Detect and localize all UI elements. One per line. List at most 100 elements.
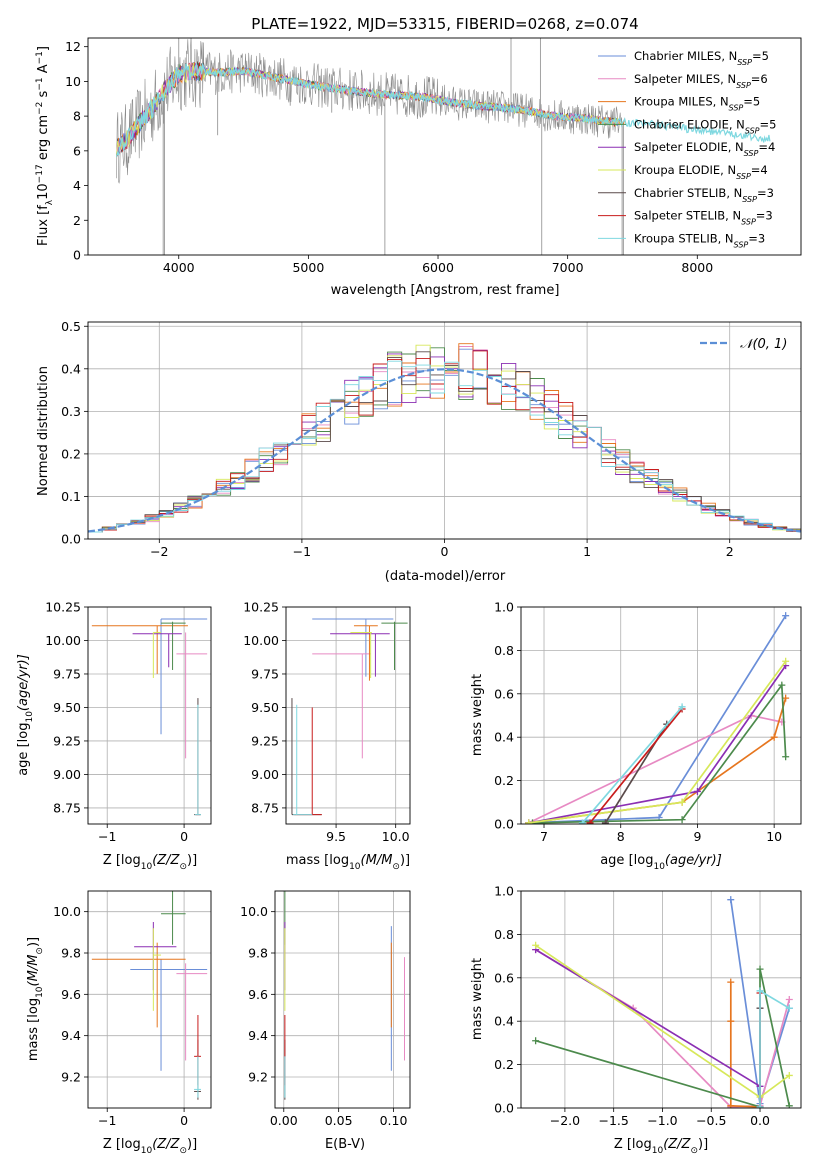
legend-entry-0: Chabrier MILES, NSSP=5	[634, 49, 769, 67]
mass-z-ytick-label: 9.4	[61, 1028, 81, 1043]
age-mass-xlabel-part: mass [log	[286, 853, 349, 868]
weight-z-ytick-label: 0.0	[494, 1101, 514, 1116]
mass-z-xlabel: Z [log10(Z/Z⊙)]	[103, 1137, 197, 1156]
histogram-8	[88, 360, 801, 533]
mass-z-ylabel: mass [log10(M/M⊙)]	[26, 937, 45, 1061]
spectrum-ylabel-part: λ	[45, 199, 55, 205]
weight-age-marker-4	[693, 787, 701, 795]
weight-z-marker-2	[727, 1017, 735, 1025]
weight-z-ylabel: mass weight	[470, 958, 485, 1040]
age-z-ytick-label: 10.25	[45, 600, 81, 615]
age-mass-ytick-label: 9.25	[251, 733, 279, 748]
weight-age-series-1	[528, 714, 782, 824]
weight-z-xlabel-part: )]	[698, 1137, 708, 1152]
weight-z-xtick-label: −1.0	[647, 1113, 677, 1128]
spectrum-ylabel-part: −1	[35, 77, 45, 90]
mass-z-ytick-label: 10.0	[53, 904, 81, 919]
residuals-ylabel: Normed distribution	[36, 366, 51, 496]
age-z-xtick-label: 0	[180, 829, 188, 844]
legend-entry-value: =3	[757, 186, 774, 200]
spectrum-ytick-label: 6	[73, 143, 81, 158]
mass-z-ylabel-part: )]	[26, 937, 41, 947]
spectrum-xtick-label: 7000	[552, 260, 584, 275]
mass-z-axes: −1 09.29.49.69.810.0Z [log10(Z/Z⊙)]mass […	[26, 890, 212, 1156]
mass-ebv-axes: 0.00 0.05 0.10 9.2 9.4 9.6 9.8 10.0 E(B-V)	[240, 890, 411, 1152]
weight-z-xtick-label: 0.0	[750, 1113, 770, 1128]
weight-z-marker-8	[756, 987, 764, 995]
age-z-frame	[87, 606, 212, 825]
legend-entry-value: =5	[743, 95, 760, 109]
mass-ebv-ytick-label: 9.8	[248, 946, 268, 961]
weight-age-plot-area	[525, 612, 790, 824]
age-z-xlabel-part: 10	[141, 862, 153, 872]
weight-z-xtick-label: −1.5	[599, 1113, 629, 1128]
legend-entry-name: Kroupa MILES, N	[634, 95, 729, 109]
mass-ebv-xtick-label: 0.10	[380, 1113, 408, 1128]
spectrum-ylabel-part: A	[36, 64, 51, 77]
weight-age-xtick-label: 8	[617, 829, 625, 844]
weight-z-xlabel-part: (Z/Z	[663, 1137, 691, 1152]
age-mass-ytick-label: 8.75	[251, 800, 279, 815]
legend-entry-sub: SSP	[742, 194, 757, 203]
legend-entry-sub: SSP	[736, 172, 751, 181]
weight-age-marker-2	[770, 733, 778, 741]
weight-z-xtick-label: −2.0	[550, 1113, 580, 1128]
legend-entry-name: Chabrier STELIB, N	[634, 186, 742, 200]
age-z-ytick-label: 9.50	[53, 700, 81, 715]
weight-age-marker-5	[678, 798, 686, 806]
weight-z-marker-5	[532, 941, 540, 949]
mass-z-xtick-label: 0	[180, 1113, 188, 1128]
mass-ebv-ytick-label: 9.2	[248, 1070, 268, 1085]
legend-entry-8: Kroupa STELIB, NSSP=3	[634, 231, 765, 249]
spectrum-ylabel-part: −1	[35, 51, 45, 64]
spectrum-xlabel: wavelength [Angstrom, rest frame]	[331, 283, 560, 298]
weight-z-xlabel-part: ⊙	[690, 1146, 698, 1156]
residuals-plot-area	[88, 343, 801, 533]
weight-z-plot-area	[532, 896, 793, 1108]
legend-entry-sub: SSP	[741, 217, 756, 226]
age-z-ylabel-part: (age/yr)]	[16, 654, 31, 711]
spectrum-ylabel-part: −2	[35, 102, 45, 115]
weight-z-xlabel: Z [log10(Z/Z⊙)]	[614, 1137, 708, 1156]
legend-entry-3: Chabrier ELODIE, NSSP=5	[634, 117, 776, 135]
mass-z-plot-area	[91, 891, 208, 1100]
mass-z-ylabel-part: (M/M	[26, 955, 41, 987]
mass-ebv-plot-area	[284, 891, 406, 1100]
mass-z-xlabel-part: ⊙	[179, 1146, 187, 1156]
spectrum-ylabel-part: s	[36, 90, 51, 101]
residuals-ytick-label: 0.2	[61, 446, 81, 461]
weight-z-marker-3	[756, 965, 764, 973]
weight-z-marker-2	[727, 978, 735, 986]
legend-entry-name: Kroupa STELIB, N	[634, 231, 734, 245]
weight-z-series-2	[729, 982, 761, 1108]
weight-z-series-4	[535, 948, 761, 1088]
mass-z-ytick-label: 9.8	[61, 946, 81, 961]
weight-age-ytick-label: 0.0	[494, 817, 514, 832]
spectrum-ylabel-part: −17	[35, 164, 45, 183]
residuals-xtick-label: 0	[441, 544, 449, 559]
legend-entry-name: Salpeter STELIB, N	[634, 209, 741, 223]
weight-age-ytick-label: 0.6	[494, 686, 514, 701]
legend-entry-value: =4	[751, 163, 768, 177]
age-mass-plot-area	[291, 618, 408, 816]
weight-age-xlabel-part: age [log	[600, 853, 653, 868]
spectrum-ytick-label: 12	[65, 39, 81, 54]
age-z-xlabel: Z [log10(Z/Z⊙)]	[103, 853, 197, 872]
weight-z-ytick-label: 0.6	[494, 970, 514, 985]
age-mass-xtick-label: 10.0	[382, 829, 410, 844]
spectrum-ytick-label: 8	[73, 109, 81, 124]
mass-z-ylabel-part: mass [log	[26, 998, 41, 1061]
weight-z-xlabel-part: Z [log	[614, 1137, 652, 1152]
weight-z-ytick-label: 0.8	[494, 927, 514, 942]
mass-z-frame	[87, 890, 212, 1109]
residuals-ytick-label: 0.0	[61, 532, 81, 547]
weight-age-series-4	[528, 665, 787, 824]
age-mass-ytick-label: 10.00	[243, 633, 279, 648]
legend-entry-value: =4	[758, 140, 775, 154]
mass-ebv-ytick-label: 10.0	[240, 904, 268, 919]
age-mass-ytick-label: 10.25	[243, 600, 279, 615]
weight-age-xlabel: age [log10(age/yr)]	[600, 853, 722, 872]
